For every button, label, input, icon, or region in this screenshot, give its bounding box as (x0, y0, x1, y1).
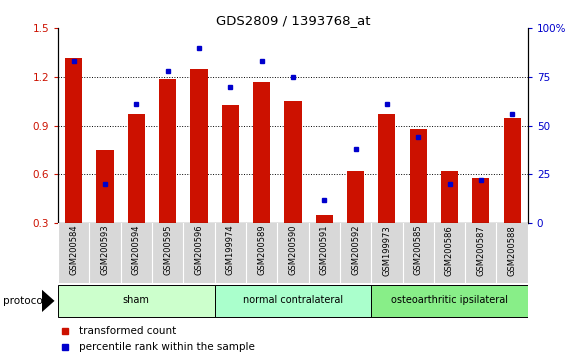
Bar (378, 114, 396, 272)
Bar (371, 285, 528, 317)
Text: GSM200594: GSM200594 (132, 225, 141, 275)
Text: GSM199974: GSM199974 (226, 225, 235, 275)
Bar (409, 129, 427, 272)
Text: GSM200590: GSM200590 (288, 225, 298, 275)
Bar (215, 285, 371, 317)
Bar (316, 215, 333, 272)
Bar (503, 118, 521, 272)
Text: GSM200591: GSM200591 (320, 225, 329, 275)
Bar (190, 69, 208, 272)
Text: GSM200595: GSM200595 (163, 225, 172, 275)
Text: GSM199973: GSM199973 (382, 225, 392, 275)
Polygon shape (42, 290, 55, 312)
Text: GSM200584: GSM200584 (69, 225, 78, 275)
Text: GSM200592: GSM200592 (351, 225, 360, 275)
Text: transformed count: transformed count (79, 326, 176, 336)
Bar (347, 171, 364, 272)
Bar (128, 114, 145, 272)
Bar (441, 171, 458, 272)
Text: percentile rank within the sample: percentile rank within the sample (79, 342, 255, 352)
Text: GSM200596: GSM200596 (194, 225, 204, 275)
Text: sham: sham (123, 295, 150, 305)
Title: GDS2809 / 1393768_at: GDS2809 / 1393768_at (216, 14, 370, 27)
Bar (222, 104, 239, 272)
Text: GSM200586: GSM200586 (445, 225, 454, 275)
Bar (96, 150, 114, 272)
Bar (58, 285, 215, 317)
Bar (253, 82, 270, 272)
Text: GSM200585: GSM200585 (414, 225, 423, 275)
Text: GSM200593: GSM200593 (100, 225, 110, 275)
Bar (472, 178, 490, 272)
Bar (284, 101, 302, 272)
Bar (65, 57, 82, 272)
Text: osteoarthritic ipsilateral: osteoarthritic ipsilateral (391, 295, 508, 305)
Text: protocol: protocol (3, 296, 46, 306)
Bar (159, 79, 176, 272)
Text: GSM200589: GSM200589 (257, 225, 266, 275)
Text: normal contralateral: normal contralateral (243, 295, 343, 305)
Text: GSM200587: GSM200587 (476, 225, 485, 275)
Text: GSM200588: GSM200588 (508, 225, 517, 275)
